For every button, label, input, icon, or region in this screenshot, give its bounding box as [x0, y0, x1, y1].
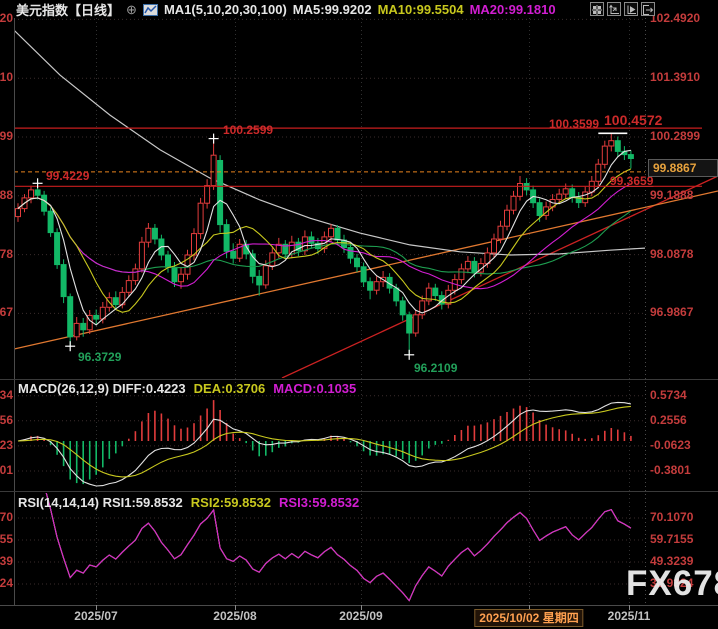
- axis-value-clipped: -0.0623: [0, 438, 13, 452]
- chart-type-icon[interactable]: [142, 3, 158, 16]
- axis-value-clipped: 38.9324: [0, 576, 13, 590]
- rsi-series: [45, 493, 632, 602]
- time-tick: 2025/11: [607, 609, 651, 623]
- rsi3-value: RSI3:59.8532: [279, 495, 360, 510]
- period-label: 【日线】: [68, 3, 121, 18]
- ma5-value: MA5:99.9202: [292, 2, 372, 17]
- symbol-title: 美元指数【日线】: [16, 0, 120, 19]
- axis-value-clipped: 49.3239: [0, 554, 13, 568]
- macd-macd-value: MACD:0.1035: [273, 381, 357, 396]
- chart-header: 美元指数【日线】 ⊕ MA1(5,10,20,30,100) MA5:99.92…: [16, 0, 556, 19]
- chart-toolbar: [590, 2, 655, 16]
- axis-play-icon[interactable]: [624, 2, 638, 16]
- macd-header: MACD(26,12,9) DIFF:0.4223 DEA:0.3706 MAC…: [18, 381, 356, 396]
- add-indicator-icon[interactable]: ⊕: [126, 1, 137, 17]
- watermark-logo: FX678: [626, 564, 718, 603]
- ma-params-label: MA1(5,10,20,30,100): [163, 2, 287, 17]
- rsi-header: RSI(14,14,14) RSI1:59.8532 RSI2:59.8532 …: [18, 495, 359, 510]
- axis-value-clipped: 0.2556: [0, 413, 13, 427]
- macd-series: [17, 400, 632, 487]
- move-crosshair-icon[interactable]: [590, 2, 604, 16]
- macd-dea-value: DEA:0.3706: [193, 381, 266, 396]
- left-axis: 102.4920 101.3910 100.2899 99.1888 98.0878 96…: [0, 0, 13, 629]
- axis-value-clipped: 99.1888: [0, 188, 13, 202]
- axis-value-clipped: 70.1070: [0, 510, 13, 524]
- rsi-params: RSI(14,14,14) RSI1:59.8532: [18, 495, 183, 510]
- time-tick: 2025/08: [213, 609, 257, 623]
- ma100-line: [14, 29, 645, 256]
- candlestick-series: [15, 133, 634, 355]
- point-markers: [32, 132, 628, 360]
- axis-value-clipped: 98.0878: [0, 247, 13, 261]
- ma-lines: [17, 149, 632, 326]
- time-tick: 2025/07: [74, 609, 118, 623]
- axis-value-clipped: 96.9867: [0, 305, 13, 319]
- axis-value-clipped: 59.7155: [0, 532, 13, 546]
- axis-fit-icon[interactable]: [607, 2, 621, 16]
- symbol-name: 美元指数: [16, 3, 69, 18]
- macd-params: MACD(26,12,9) DIFF:0.4223: [18, 381, 186, 396]
- exit-icon[interactable]: [641, 2, 655, 16]
- time-tick-selected: 2025/10/02 星期四: [474, 609, 584, 627]
- ma10-value: MA10:99.5504: [377, 2, 464, 17]
- axis-value-clipped: 101.3910: [0, 70, 13, 84]
- rsi2-value: RSI2:59.8532: [190, 495, 272, 510]
- axis-value-clipped: 0.5734: [0, 388, 13, 402]
- time-tick: 2025/09: [339, 609, 383, 623]
- axis-value-clipped: -0.3801: [0, 463, 13, 477]
- panel-borders: [0, 18, 718, 610]
- last-price-badge: 99.8867: [648, 159, 718, 177]
- axis-value-clipped: 100.2899: [0, 129, 13, 143]
- time-axis: 2025/07 2025/08 2025/09 2025/10/02 星期四 2025/…: [0, 606, 718, 629]
- price-levels: [14, 127, 702, 187]
- axis-value-clipped: 102.4920: [0, 11, 13, 25]
- ma20-value: MA20:99.1810: [469, 2, 556, 17]
